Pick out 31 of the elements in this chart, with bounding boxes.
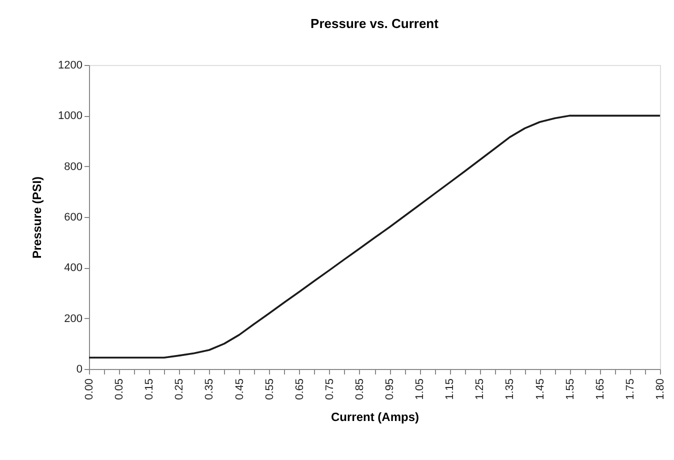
y-axis-title: Pressure (PSI) — [30, 176, 44, 259]
y-tick-label: 600 — [64, 212, 82, 224]
x-tick-label: 0.65 — [294, 378, 306, 400]
line-series — [88, 114, 661, 358]
x-axis-title: Current (Amps) — [330, 410, 420, 424]
x-tick-label: 0.15 — [144, 378, 156, 400]
x-tick-label: 0.55 — [264, 378, 276, 400]
x-tick-label: 1.55 — [564, 378, 576, 400]
x-tick-label: 1.65 — [594, 378, 606, 400]
x-tick-label: 1.25 — [474, 378, 486, 400]
x-tick-label: 0.45 — [234, 378, 246, 400]
y-tick-label: 200 — [64, 312, 82, 325]
y-tick-label: 0 — [76, 364, 82, 376]
x-tick-label: 0.95 — [384, 378, 396, 400]
y-tick-label: 1000 — [58, 110, 82, 122]
x-tick-label: 0.35 — [204, 378, 216, 400]
x-tick-label: 0.05 — [114, 378, 126, 400]
x-tick-label: 0.00 — [84, 378, 96, 400]
x-tick-label: 1.15 — [444, 378, 456, 400]
y-tick-label: 1200 — [58, 60, 82, 72]
x-tick-label: 1.05 — [414, 378, 426, 400]
x-tick-label: 1.75 — [624, 378, 636, 400]
x-tick-label: 0.25 — [174, 378, 186, 400]
x-tick-label: 0.85 — [354, 378, 366, 400]
x-tick-label: 1.45 — [534, 378, 546, 400]
x-tick-label: 1.80 — [654, 378, 666, 400]
x-tick-label: 1.35 — [504, 378, 516, 400]
y-tick-label: 800 — [64, 160, 82, 173]
chart-title: Pressure vs. Current — [310, 16, 440, 31]
x-tick-label: 0.75 — [324, 378, 336, 400]
y-tick-label: 400 — [64, 262, 82, 274]
